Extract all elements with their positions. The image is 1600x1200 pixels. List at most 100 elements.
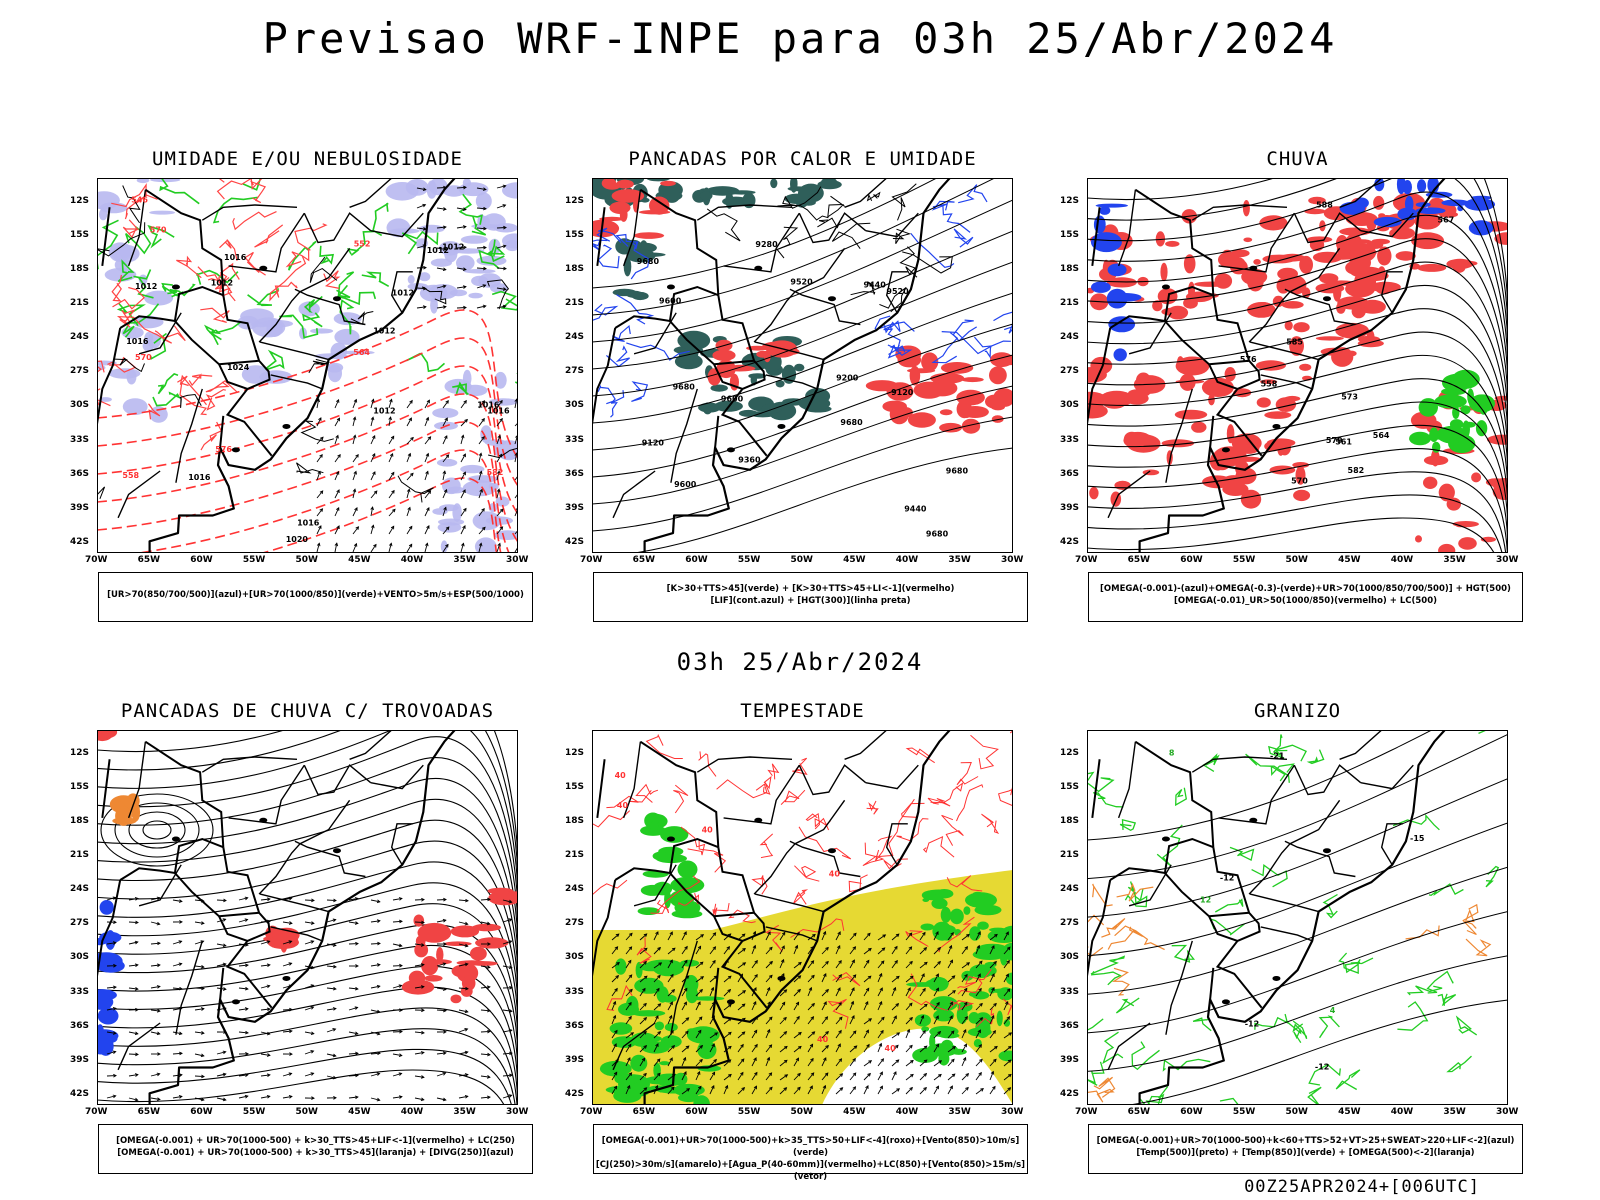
shaded-area [1113,348,1127,362]
wind-vector-head [684,959,688,964]
wind-vector-head [332,1028,337,1032]
wind-vector [611,1043,617,1053]
wind-vector [835,1058,842,1067]
wind-vector [316,454,323,463]
shaded-area [1003,1019,1011,1027]
wind-vector [128,897,138,901]
wind-vector-head [373,490,378,495]
wind-vector-head [179,1051,183,1056]
wind-vector-head [769,960,773,965]
border-line [714,415,720,448]
shaded-area [1479,401,1488,415]
wind-vector-head [245,1030,249,1035]
wind-vector-head [464,1050,469,1055]
wind-vector-head [481,435,485,440]
wind-vector-head [976,944,981,949]
shaded-area [647,1035,662,1042]
contour-line [636,937,652,965]
wind-vector-head [354,507,358,511]
wind-vector [975,960,983,969]
border-line [670,940,698,1035]
contour-line [1462,903,1479,936]
border-line [1293,212,1362,244]
latitude-label: 27S [70,366,90,377]
wind-vector [919,932,926,941]
wind-vector-head [244,1007,249,1011]
wind-vector-head [811,974,815,979]
wind-vector-head [923,1003,928,1008]
wind-vector [304,899,315,901]
border-line [303,764,372,796]
wind-vector [849,1045,858,1053]
wind-vector-head [370,524,375,529]
shaded-area [625,290,643,298]
shaded-area [426,180,437,199]
wind-vector-head [754,1071,758,1076]
wind-vector-head [880,1058,885,1062]
wind-vector [194,1008,204,1011]
wind-vector [348,1096,358,1099]
wind-vector-head [245,963,249,968]
shaded-area [428,284,458,300]
longitude-label: 30W [1001,555,1024,565]
contour-line [285,248,310,268]
contour-line [1131,1041,1160,1071]
wind-vector [835,987,841,997]
shaded-area [468,292,483,299]
latitude-label: 21S [1060,298,1080,309]
contour-line [1093,1076,1116,1098]
contour-label: 9200 [836,374,859,383]
contour-line [148,403,161,420]
thickness-contour [97,393,518,543]
contour-line [1455,1015,1478,1036]
wind-vector-head [908,946,913,950]
lake [666,836,675,842]
contour-line [777,204,829,221]
wind-vector [891,1071,897,1081]
lake [827,296,836,302]
wind-vector-head [628,1001,632,1006]
border-line [1117,741,1137,819]
wind-vector-head [654,1084,659,1089]
wind-vector [975,973,981,983]
longitude-label: 65W [137,555,161,565]
wind-vector [216,1073,226,1077]
wind-vector-head [482,187,487,191]
contour-line [767,763,780,780]
wind-vector [933,931,939,941]
wind-vector-head [753,1000,757,1005]
contour-line [958,184,988,204]
border-line [723,212,800,273]
contour-line [764,924,783,952]
wind-vector-head [134,1073,139,1077]
wind-vector [807,1058,814,1067]
contour-line [154,325,186,342]
wind-vector [216,899,227,902]
wind-vector [919,1059,928,1067]
wind-vector-head [908,932,913,937]
wind-vector [304,940,314,945]
wind-vector [416,306,426,309]
wind-vector [370,471,376,481]
wind-vector [334,543,338,553]
wind-vector [933,961,941,969]
contour-line [112,286,145,310]
wind-vector [460,435,464,445]
shaded-area [639,962,663,972]
border-line [865,212,919,238]
wind-vector [807,987,812,997]
contour-label: 9680 [637,257,660,266]
wind-vector [392,920,403,923]
wind-vector-head [421,1008,425,1013]
wind-vector [392,1072,402,1077]
contour-line [1090,970,1122,986]
wind-vector [849,1086,856,1095]
shaded-area [488,482,499,491]
wind-vector [863,1073,871,1081]
contour-line [1087,331,1508,483]
wind-vector-head [753,1029,758,1034]
wind-vector [863,1018,872,1025]
lake [259,817,268,823]
border-line [1128,312,1172,355]
contour-label: -12 [1245,1019,1259,1028]
